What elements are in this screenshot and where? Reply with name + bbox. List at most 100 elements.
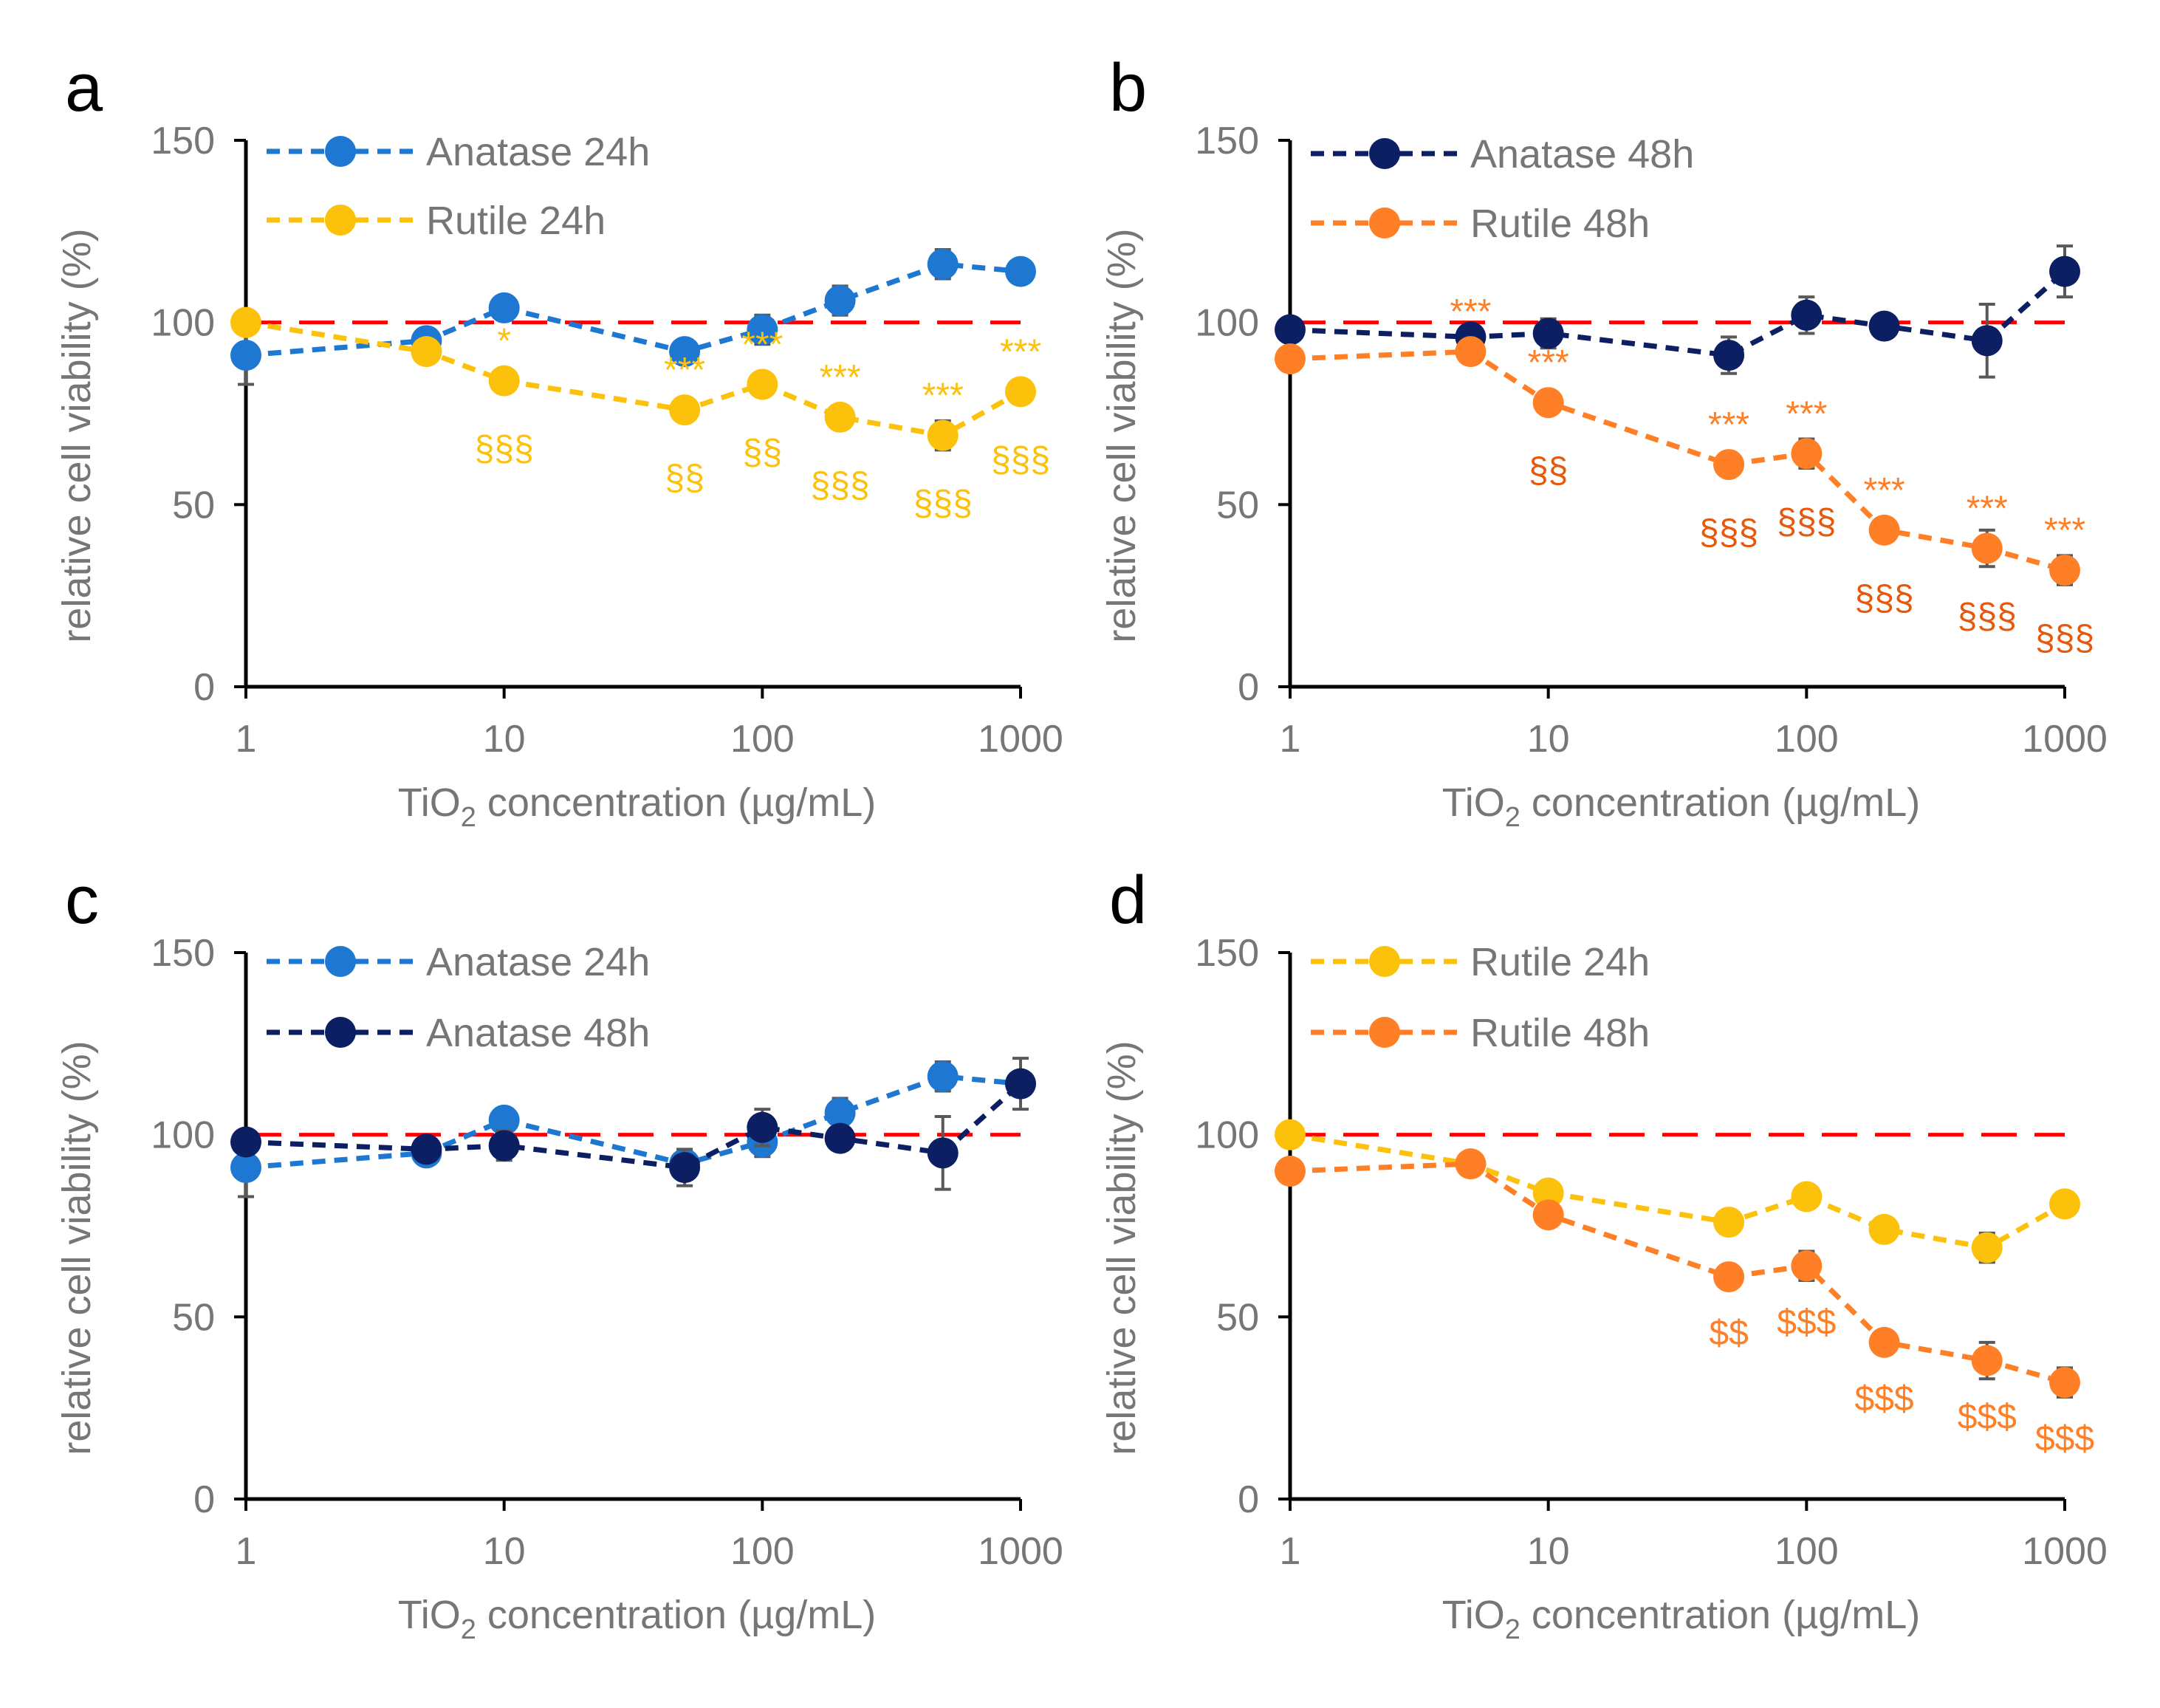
legend-marker [1369,138,1400,169]
panel-c: c 0 50 100 150 1 10 100 1000 TiO2 concentration (… [55,862,1063,1645]
significance-annotation: *** [664,351,705,390]
significance-annotation: *** [1450,292,1491,332]
significance-annotation: *** [922,377,964,416]
data-point [747,314,778,346]
series-line [1289,269,2067,358]
x-tick-label: 100 [1775,718,1839,761]
data-point [747,368,778,400]
data-point [1971,532,2003,564]
data-point [488,1130,520,1162]
data-point [1713,1207,1745,1238]
data-point [1455,1148,1487,1180]
significance-annotation: * [497,322,511,361]
x-tick-label: 1000 [2022,718,2108,761]
series-line [1289,1161,2065,1385]
data-point [1791,1250,1823,1282]
series-line [245,1081,1023,1170]
data-point [411,336,442,368]
data-point [669,394,701,426]
panel-label: c [65,862,99,938]
data-point [927,1060,959,1092]
legend-marker [325,205,356,236]
significance-annotation: §§§ [913,484,973,524]
data-point [824,1122,856,1154]
y-tick-label: 50 [1216,1296,1259,1339]
significance-annotation: §§§ [1958,597,2017,637]
data-point [927,248,959,280]
legend-marker [325,136,356,167]
significance-annotation: $$$ [2035,1419,2094,1458]
data-point [1971,1345,2003,1376]
y-tick-label: 100 [151,1114,215,1157]
legend-label: Anatase 48h [426,1011,650,1055]
series-line [245,261,1021,358]
data-point [1455,336,1487,368]
significance-annotation: *** [1528,343,1569,383]
significance-annotation: §§§ [991,440,1050,479]
data-point [669,336,701,368]
x-tick-label: 1 [1280,1530,1301,1573]
y-tick-label: 0 [1238,1478,1259,1521]
data-point [411,1133,442,1165]
x-axis-label: TiO2 concentration (µg/mL) [398,1593,876,1645]
series-anatase-24h [230,248,1036,386]
y-tick-label: 150 [151,932,215,975]
y-tick-label: 100 [1195,1114,1259,1157]
data-point [824,285,856,317]
x-tick-label: 1 [236,718,257,761]
data-point [230,1126,261,1158]
data-point [2049,255,2080,287]
data-point [927,1137,959,1169]
significance-annotation: §§ [743,433,782,473]
panel-b: b 0 50 100 150 1 10 100 1000 TiO2 concentration (… [1100,50,2108,833]
series-line [1289,1132,2066,1251]
data-point [747,1111,778,1143]
significance-annotation: *** [1708,405,1749,445]
series-anatase-48h [1275,244,2080,379]
y-tick-label: 100 [151,302,215,345]
y-axis-label: relative cell viability (%) [1100,1040,1144,1455]
significance-annotation: §§§ [811,466,870,505]
data-point [1532,318,1564,349]
panel-label: a [65,50,103,126]
significance-annotation: §§ [1529,451,1568,490]
data-point [230,340,261,371]
y-tick-label: 50 [172,1296,215,1339]
x-tick-label: 1000 [978,718,1063,761]
data-point [488,1104,520,1136]
x-tick-label: 10 [1527,1530,1570,1573]
series-rutile-24h [1275,1119,2080,1264]
y-axis-label: relative cell viability (%) [55,228,99,642]
legend-marker [325,946,356,977]
legend-label: Anatase 48h [1470,132,1694,176]
data-point [1791,438,1823,470]
series-anatase-24h [230,1060,1036,1198]
legend-marker [325,1017,356,1048]
data-point [1791,299,1823,331]
y-axis-label: relative cell viability (%) [1100,228,1144,642]
data-point [488,365,520,397]
legend-label: Rutile 48h [1470,1011,1650,1055]
y-tick-label: 0 [193,666,215,709]
significance-annotation: §§§ [1855,579,1914,618]
panel-label: d [1109,862,1147,938]
x-tick-label: 1 [1280,718,1301,761]
legend-label: Anatase 24h [426,940,650,984]
significance-annotation: §§§ [2035,619,2094,658]
significance-annotation: *** [1000,332,1041,371]
data-point [1275,343,1306,374]
data-point [1713,449,1745,481]
significance-annotation: *** [1967,490,2008,529]
significance-annotation: *** [1786,394,1827,433]
data-point [1868,1213,1900,1245]
data-point [230,306,261,338]
series-rutile-24h [230,306,1036,452]
significance-annotation: §§§ [475,430,534,469]
x-tick-label: 10 [1527,718,1570,761]
significance-annotation: *** [741,326,783,365]
panel-d: d 0 50 100 150 1 10 100 1000 TiO2 concentration (… [1100,862,2108,1645]
significance-annotation: $$ [1709,1314,1748,1353]
data-point [1971,1232,2003,1263]
panel-label: b [1109,50,1147,126]
y-tick-label: 0 [1238,666,1259,709]
